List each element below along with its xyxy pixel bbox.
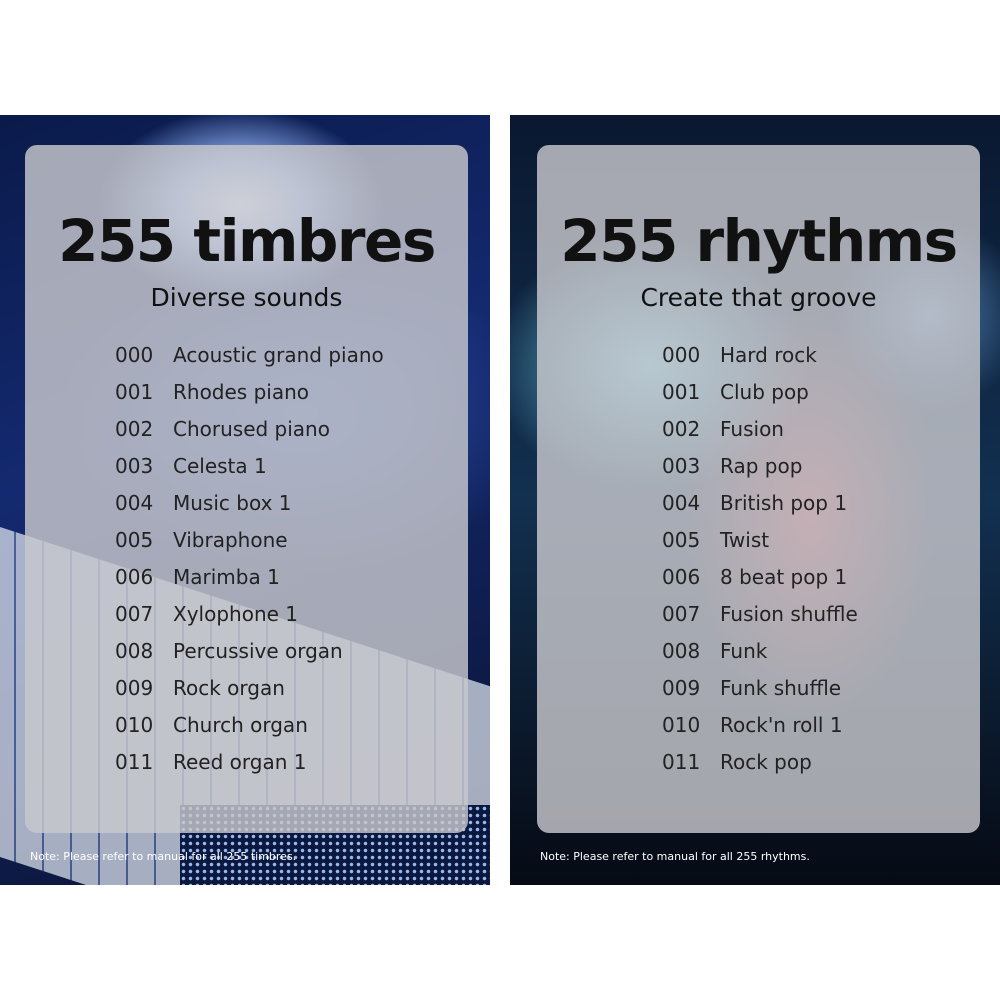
item-name: Fusion <box>720 417 784 441</box>
rhythms-note: Note: Please refer to manual for all 255… <box>540 850 810 863</box>
item-name: Reed organ 1 <box>173 750 307 774</box>
item-number: 010 <box>662 713 701 737</box>
item-name: Marimba 1 <box>173 565 280 589</box>
item-name: Chorused piano <box>173 417 330 441</box>
item-number: 003 <box>115 454 154 478</box>
item-name: Church organ <box>173 713 308 737</box>
item-number: 000 <box>662 343 701 367</box>
item-number: 005 <box>115 528 154 552</box>
list-item: 003 Celesta 1 <box>115 454 384 491</box>
rhythms-card: 255 rhythms Create that groove 000 Hard r… <box>537 145 980 833</box>
item-name: Acoustic grand piano <box>173 343 384 367</box>
item-name: Percussive organ <box>173 639 343 663</box>
item-name: British pop 1 <box>720 491 848 515</box>
list-item: 005 Twist <box>662 528 858 565</box>
timbres-note: Note: Please refer to manual for all 255… <box>30 850 297 863</box>
item-number: 006 <box>115 565 154 589</box>
item-name: Rock pop <box>720 750 812 774</box>
list-item: 010 Rock'n roll 1 <box>662 713 858 750</box>
item-name: Rap pop <box>720 454 803 478</box>
item-number: 001 <box>662 380 701 404</box>
item-number: 009 <box>115 676 154 700</box>
item-name: 8 beat pop 1 <box>720 565 848 589</box>
list-item: 011 Reed organ 1 <box>115 750 384 787</box>
item-name: Celesta 1 <box>173 454 267 478</box>
timbres-title: 255 timbres <box>58 207 436 275</box>
item-name: Rock organ <box>173 676 285 700</box>
item-number: 010 <box>115 713 154 737</box>
item-name: Vibraphone <box>173 528 288 552</box>
item-number: 003 <box>662 454 701 478</box>
item-number: 005 <box>662 528 701 552</box>
item-name: Rock'n roll 1 <box>720 713 843 737</box>
rhythms-panel: 255 rhythms Create that groove 000 Hard r… <box>510 115 1000 885</box>
list-item: 000 Hard rock <box>662 343 858 380</box>
rhythms-list: 000 Hard rock 001 Club pop 002 Fusion 003 Rap p… <box>662 343 858 787</box>
item-name: Twist <box>720 528 770 552</box>
timbres-card: 255 timbres Diverse sounds 000 Acoustic g… <box>25 145 468 833</box>
rhythms-title: 255 rhythms <box>560 207 958 275</box>
item-name: Rhodes piano <box>173 380 310 404</box>
list-item: 002 Chorused piano <box>115 417 384 454</box>
list-item: 007 Fusion shuffle <box>662 602 858 639</box>
list-item: 004 Music box 1 <box>115 491 384 528</box>
item-number: 007 <box>662 602 701 626</box>
item-name: Music box 1 <box>173 491 292 515</box>
timbres-list: 000 Acoustic grand piano 001 Rhodes piano 00… <box>115 343 384 787</box>
item-number: 001 <box>115 380 154 404</box>
item-number: 004 <box>115 491 154 515</box>
item-number: 007 <box>115 602 154 626</box>
item-name: Hard rock <box>720 343 817 367</box>
item-number: 011 <box>662 750 701 774</box>
list-item: 000 Acoustic grand piano <box>115 343 384 380</box>
item-name: Club pop <box>720 380 809 404</box>
list-item: 004 British pop 1 <box>662 491 858 528</box>
list-item: 003 Rap pop <box>662 454 858 491</box>
item-name: Funk <box>720 639 768 663</box>
timbres-panel: 255 timbres Diverse sounds 000 Acoustic g… <box>0 115 490 885</box>
item-number: 004 <box>662 491 701 515</box>
list-item: 001 Club pop <box>662 380 858 417</box>
item-number: 008 <box>662 639 701 663</box>
list-item: 011 Rock pop <box>662 750 858 787</box>
item-name: Xylophone 1 <box>173 602 298 626</box>
list-item: 005 Vibraphone <box>115 528 384 565</box>
item-number: 002 <box>662 417 701 441</box>
item-number: 011 <box>115 750 154 774</box>
list-item: 007 Xylophone 1 <box>115 602 384 639</box>
list-item: 001 Rhodes piano <box>115 380 384 417</box>
item-number: 000 <box>115 343 154 367</box>
item-number: 006 <box>662 565 701 589</box>
rhythms-subtitle: Create that groove <box>640 283 877 312</box>
item-name: Fusion shuffle <box>720 602 858 626</box>
list-item: 010 Church organ <box>115 713 384 750</box>
item-number: 008 <box>115 639 154 663</box>
item-number: 002 <box>115 417 154 441</box>
item-number: 009 <box>662 676 701 700</box>
list-item: 009 Funk shuffle <box>662 676 858 713</box>
list-item: 008 Funk <box>662 639 858 676</box>
list-item: 006 Marimba 1 <box>115 565 384 602</box>
timbres-subtitle: Diverse sounds <box>150 283 343 312</box>
list-item: 006 8 beat pop 1 <box>662 565 858 602</box>
item-name: Funk shuffle <box>720 676 842 700</box>
list-item: 008 Percussive organ <box>115 639 384 676</box>
list-item: 002 Fusion <box>662 417 858 454</box>
list-item: 009 Rock organ <box>115 676 384 713</box>
